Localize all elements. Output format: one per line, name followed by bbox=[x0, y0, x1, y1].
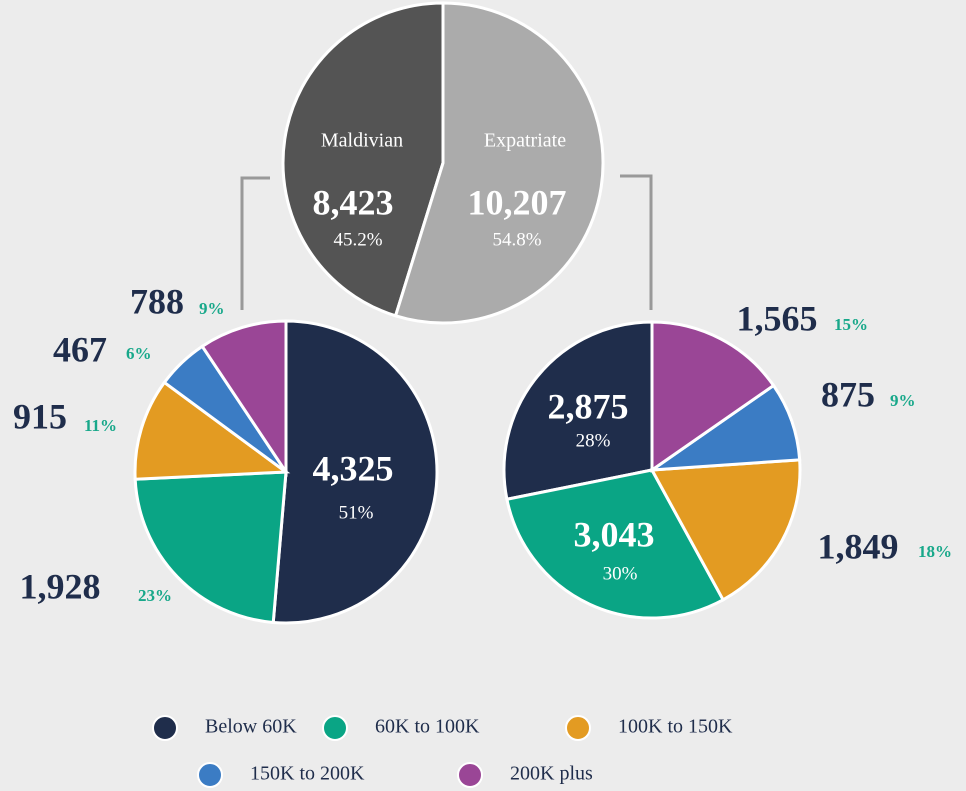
value-label: 4,325 bbox=[313, 448, 394, 488]
legend-swatch bbox=[457, 762, 483, 788]
pie-slice bbox=[133, 380, 291, 481]
value-label: 467 bbox=[53, 329, 107, 369]
pie-slice bbox=[281, 1, 445, 318]
legend-label: 100K to 150K bbox=[618, 716, 733, 738]
pie-slice bbox=[649, 458, 802, 602]
slice-name: Expatriate bbox=[484, 130, 566, 152]
percent-label: 23% bbox=[138, 586, 172, 605]
value-label: 1,849 bbox=[818, 526, 899, 566]
legend-swatch bbox=[565, 715, 591, 741]
value-label: 788 bbox=[130, 281, 184, 321]
percent-label: 54.8% bbox=[492, 229, 541, 250]
percent-label: 28% bbox=[576, 430, 611, 451]
percent-label: 15% bbox=[834, 315, 868, 334]
percent-label: 51% bbox=[339, 502, 374, 523]
connector bbox=[240, 176, 270, 310]
value-label: 875 bbox=[821, 374, 875, 414]
legend-label: Below 60K bbox=[205, 716, 297, 738]
slice-name: Maldivian bbox=[321, 130, 403, 152]
pie-slice bbox=[650, 320, 776, 473]
value-label: 915 bbox=[13, 396, 67, 436]
pie-slice bbox=[271, 319, 439, 625]
pie-slice bbox=[200, 319, 288, 477]
percent-label: 6% bbox=[126, 344, 152, 363]
value-label: 10,207 bbox=[468, 182, 567, 222]
legend-label: 200K plus bbox=[510, 763, 593, 785]
value-label: 8,423 bbox=[313, 182, 394, 222]
legend-swatch bbox=[322, 715, 348, 741]
pie-slice bbox=[502, 320, 654, 502]
percent-label: 9% bbox=[199, 299, 225, 318]
value-label: 1,928 bbox=[20, 566, 101, 606]
percent-label: 11% bbox=[84, 416, 117, 435]
connector bbox=[620, 174, 653, 310]
value-label: 2,875 bbox=[548, 386, 629, 426]
pie-slice bbox=[505, 468, 726, 620]
value-label: 3,043 bbox=[574, 514, 655, 554]
legend-label: 60K to 100K bbox=[375, 716, 480, 738]
value-label: 1,565 bbox=[737, 298, 818, 338]
pie-slice bbox=[133, 470, 288, 625]
pie-slice bbox=[393, 1, 605, 325]
legend-swatch bbox=[197, 762, 223, 788]
percent-label: 30% bbox=[603, 563, 638, 584]
percent-label: 18% bbox=[918, 542, 952, 561]
percent-label: 45.2% bbox=[333, 229, 382, 250]
percent-label: 9% bbox=[890, 391, 916, 410]
legend-label: 150K to 200K bbox=[250, 763, 365, 785]
legend-swatch bbox=[152, 715, 178, 741]
